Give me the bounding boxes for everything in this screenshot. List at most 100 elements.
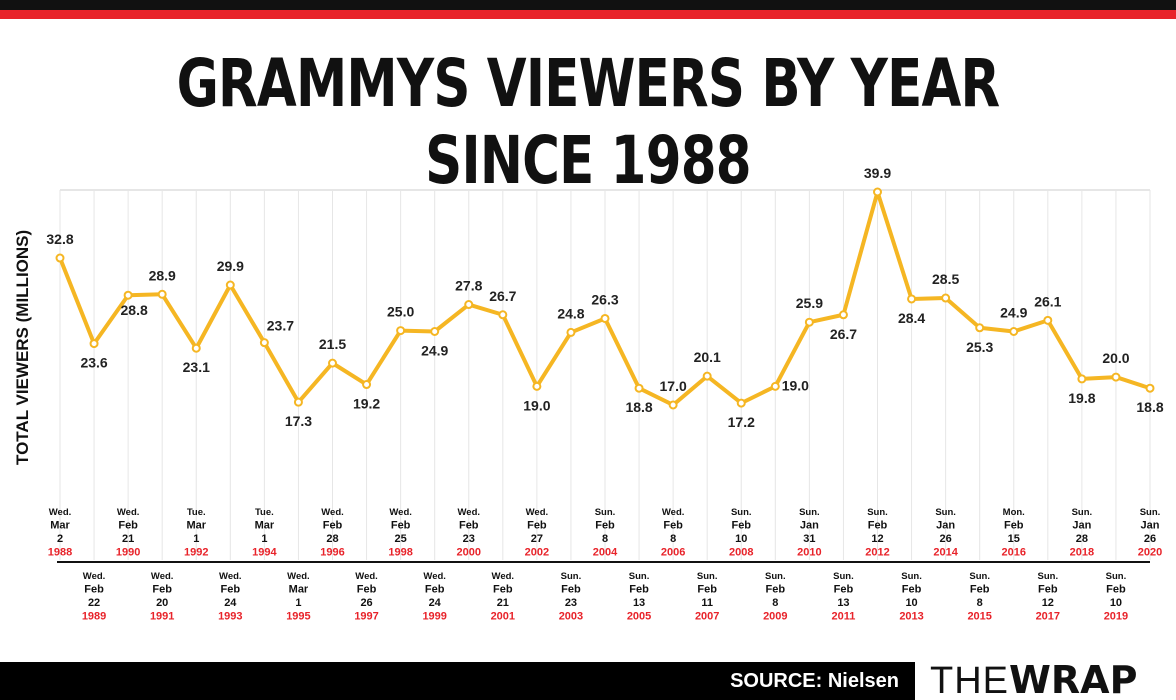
data-label-2005: 18.8 bbox=[625, 399, 652, 415]
tick-month-2018: Jan bbox=[1072, 520, 1091, 532]
tick-month-1993: Feb bbox=[221, 584, 241, 596]
tick-year-2020: 2020 bbox=[1138, 547, 1162, 559]
tick-date-2001: 21 bbox=[497, 597, 509, 609]
tick-year-2016: 2016 bbox=[1002, 547, 1026, 559]
tick-date-1997: 26 bbox=[360, 597, 372, 609]
tick-year-2019: 2019 bbox=[1104, 611, 1128, 623]
tick-year-1992: 1992 bbox=[184, 547, 208, 559]
tick-month-1990: Feb bbox=[118, 520, 138, 532]
tick-day-2006: Wed. bbox=[662, 507, 685, 518]
tick-month-2015: Feb bbox=[970, 584, 990, 596]
data-point-2000 bbox=[464, 300, 474, 310]
tick-day-2017: Sun. bbox=[1038, 571, 1059, 582]
source-note: SOURCE: Nielsen bbox=[730, 670, 899, 692]
tick-day-1989: Wed. bbox=[83, 571, 106, 582]
data-label-2015: 25.3 bbox=[966, 339, 993, 355]
data-point-2004 bbox=[600, 313, 610, 323]
tick-day-2002: Wed. bbox=[526, 507, 549, 518]
data-label-1995: 17.3 bbox=[285, 413, 312, 429]
tick-year-2001: 2001 bbox=[491, 611, 515, 623]
tick-month-2008: Feb bbox=[731, 520, 751, 532]
tick-date-2011: 13 bbox=[837, 597, 849, 609]
tick-day-1993: Wed. bbox=[219, 571, 242, 582]
data-label-1997: 19.2 bbox=[353, 396, 380, 412]
data-point-2019 bbox=[1111, 372, 1121, 382]
tick-date-2010: 31 bbox=[803, 533, 815, 545]
data-point-2010 bbox=[804, 317, 814, 327]
data-label-1991: 28.9 bbox=[149, 267, 176, 283]
tick-year-2018: 2018 bbox=[1070, 547, 1094, 559]
tick-month-1999: Feb bbox=[425, 584, 445, 596]
tick-day-1997: Wed. bbox=[355, 571, 378, 582]
tick-day-1990: Wed. bbox=[117, 507, 140, 518]
tick-day-1988: Wed. bbox=[49, 507, 72, 518]
tick-month-1992: Mar bbox=[186, 520, 206, 532]
tick-date-1991: 20 bbox=[156, 597, 168, 609]
line-chart: 32.8Wed.Mar2198823.6Wed.Feb22198928.8Wed… bbox=[46, 165, 1163, 623]
tick-year-2011: 2011 bbox=[832, 611, 856, 623]
tick-date-2016: 15 bbox=[1008, 533, 1020, 545]
tick-year-2010: 2010 bbox=[797, 547, 821, 559]
footer-bar: SOURCE: Nielsen bbox=[0, 662, 915, 700]
data-point-2016 bbox=[1009, 327, 1019, 336]
data-point-1990 bbox=[123, 290, 133, 300]
data-point-2012 bbox=[873, 187, 882, 197]
tick-month-2006: Feb bbox=[663, 520, 683, 532]
top-bar-red bbox=[0, 10, 1176, 19]
tick-day-1996: Wed. bbox=[321, 507, 344, 518]
data-point-2015 bbox=[975, 323, 985, 333]
tick-date-2004: 8 bbox=[602, 533, 608, 545]
tick-month-1995: Mar bbox=[289, 584, 309, 596]
top-bar-black bbox=[0, 0, 1176, 10]
tick-month-2004: Feb bbox=[595, 520, 615, 532]
tick-year-2013: 2013 bbox=[899, 611, 923, 623]
data-point-1998 bbox=[396, 326, 406, 336]
tick-day-2008: Sun. bbox=[731, 507, 752, 518]
tick-date-2012: 12 bbox=[871, 533, 883, 545]
tick-year-2014: 2014 bbox=[933, 547, 958, 559]
tick-date-2017: 12 bbox=[1042, 597, 1054, 609]
tick-day-1994: Tue. bbox=[255, 507, 274, 518]
data-label-2009: 19.0 bbox=[782, 377, 809, 393]
tick-month-2007: Feb bbox=[697, 584, 717, 596]
tick-month-2002: Feb bbox=[527, 520, 547, 532]
data-label-2020: 18.8 bbox=[1136, 399, 1163, 415]
tick-month-2012: Feb bbox=[868, 520, 888, 532]
tick-day-2014: Sun. bbox=[935, 507, 956, 518]
tick-date-2018: 28 bbox=[1076, 533, 1088, 545]
data-label-2016: 24.9 bbox=[1000, 305, 1027, 321]
tick-date-1996: 28 bbox=[326, 533, 338, 545]
tick-day-2011: Sun. bbox=[833, 571, 854, 582]
tick-day-2015: Sun. bbox=[969, 571, 990, 582]
data-label-2004: 26.3 bbox=[591, 291, 618, 307]
data-point-2008 bbox=[736, 398, 746, 408]
tick-month-2013: Feb bbox=[902, 584, 922, 596]
data-label-2006: 17.0 bbox=[660, 378, 687, 394]
data-label-1988: 32.8 bbox=[46, 231, 73, 247]
data-point-2013 bbox=[907, 294, 917, 304]
tick-day-1992: Tue. bbox=[187, 507, 206, 518]
tick-year-2017: 2017 bbox=[1036, 611, 1060, 623]
tick-day-1991: Wed. bbox=[151, 571, 174, 582]
data-label-2017: 26.1 bbox=[1034, 293, 1061, 309]
tick-date-1993: 24 bbox=[224, 597, 237, 609]
data-label-1994: 23.7 bbox=[267, 318, 294, 334]
data-point-1988 bbox=[55, 253, 65, 263]
tick-year-2002: 2002 bbox=[525, 547, 549, 559]
data-label-1992: 23.1 bbox=[183, 359, 210, 375]
tick-day-1998: Wed. bbox=[389, 507, 412, 518]
tick-day-2009: Sun. bbox=[765, 571, 786, 582]
tick-date-2015: 8 bbox=[977, 597, 983, 609]
data-point-2003 bbox=[566, 327, 576, 337]
data-point-2017 bbox=[1043, 315, 1053, 325]
thewrap-logo: THEWRAP bbox=[930, 658, 1137, 700]
tick-month-2017: Feb bbox=[1038, 584, 1058, 596]
tick-month-2005: Feb bbox=[629, 584, 649, 596]
tick-month-2009: Feb bbox=[766, 584, 786, 596]
data-point-1992 bbox=[191, 343, 201, 353]
tick-day-2000: Wed. bbox=[457, 507, 480, 518]
data-label-2001: 26.7 bbox=[489, 288, 516, 304]
data-point-1994 bbox=[259, 338, 269, 348]
tick-month-2014: Jan bbox=[936, 520, 955, 532]
